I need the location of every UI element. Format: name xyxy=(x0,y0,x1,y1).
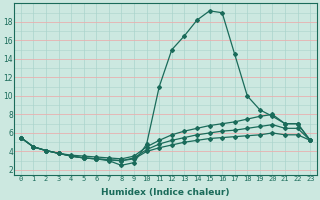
X-axis label: Humidex (Indice chaleur): Humidex (Indice chaleur) xyxy=(101,188,230,197)
